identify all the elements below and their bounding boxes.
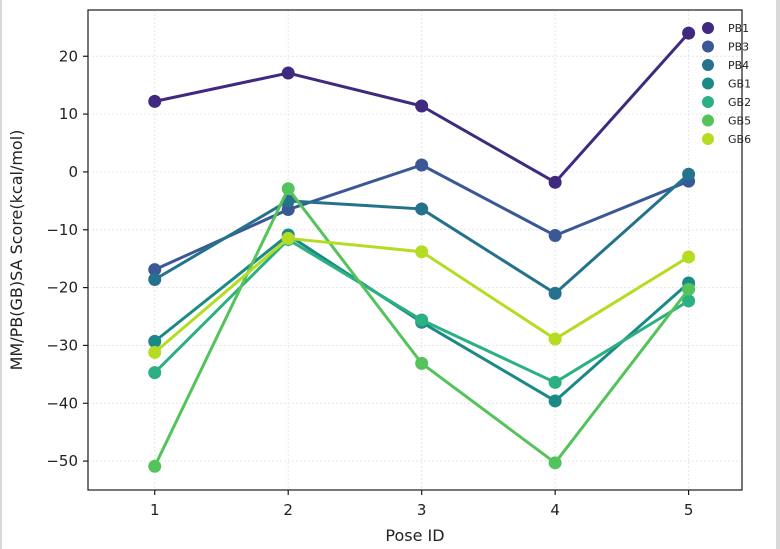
y-tick-label: −50 — [46, 452, 78, 470]
series-pb4 — [148, 167, 696, 300]
data-point — [548, 332, 562, 346]
data-point — [415, 356, 429, 370]
legend-label: GB1 — [728, 78, 751, 91]
legend-label: PB1 — [728, 22, 749, 35]
data-point — [548, 456, 562, 470]
legend: PB1 PB3 PB4 GB1 GB2 GB5 GB6 — [702, 22, 751, 146]
x-tick-label: 5 — [684, 501, 694, 519]
legend-label: GB2 — [728, 96, 751, 109]
x-axis-label: Pose ID — [385, 526, 444, 545]
data-point — [148, 345, 162, 359]
y-tick-label: −40 — [46, 394, 78, 412]
legend-marker — [702, 59, 714, 71]
series-gb6 — [148, 231, 696, 359]
data-point — [148, 263, 162, 277]
legend-label: PB4 — [728, 59, 749, 72]
data-point — [682, 294, 696, 308]
y-tick-label: −20 — [46, 279, 78, 297]
y-axis-label: MM/PB(GB)SA Score(kcal/mol) — [7, 130, 26, 371]
series-lines — [148, 26, 696, 473]
x-tick-label: 1 — [150, 501, 160, 519]
data-point — [281, 231, 295, 245]
data-point — [281, 66, 295, 80]
series-pb1 — [148, 26, 696, 189]
frame-right-edge — [776, 0, 780, 549]
series-pb3 — [148, 158, 696, 277]
legend-label: GB6 — [728, 133, 751, 146]
data-point — [415, 158, 429, 172]
data-point — [682, 282, 696, 296]
data-point — [415, 313, 429, 327]
legend-marker — [702, 133, 714, 145]
legend-marker — [702, 77, 714, 90]
grid — [88, 10, 742, 490]
series-gb5 — [148, 182, 696, 473]
y-tick-label: 10 — [59, 105, 78, 123]
x-tick-label: 3 — [417, 501, 427, 519]
legend-label: GB5 — [728, 115, 751, 128]
legend-marker — [702, 114, 714, 127]
x-tick-label: 4 — [550, 501, 560, 519]
data-point — [682, 167, 696, 181]
legend-label: PB3 — [728, 41, 749, 54]
data-point — [148, 334, 162, 348]
legend-marker — [702, 40, 714, 53]
axes: −50 −40 −30 −20 −10 0 10 20 1 2 3 4 5 — [46, 47, 693, 519]
data-point — [415, 202, 429, 216]
legend-marker — [702, 96, 714, 108]
data-point — [148, 94, 162, 108]
data-point — [548, 229, 562, 243]
data-point — [548, 375, 562, 389]
data-point — [148, 366, 162, 380]
y-tick-label: 20 — [59, 47, 78, 65]
plot-area-frame — [87, 9, 743, 491]
data-point — [548, 394, 562, 408]
data-point — [281, 182, 295, 196]
data-point — [148, 459, 162, 473]
y-tick-label: −10 — [46, 221, 78, 239]
data-point — [548, 175, 562, 189]
data-point — [148, 272, 162, 286]
frame-left-edge — [0, 0, 2, 549]
data-point — [682, 250, 696, 264]
data-point — [682, 26, 696, 40]
data-point — [415, 99, 429, 113]
y-tick-label: −30 — [46, 336, 78, 354]
data-point — [548, 286, 562, 300]
legend-marker — [702, 22, 714, 34]
x-tick-label: 2 — [283, 501, 293, 519]
data-point — [415, 245, 429, 259]
y-tick-label: 0 — [68, 163, 78, 181]
